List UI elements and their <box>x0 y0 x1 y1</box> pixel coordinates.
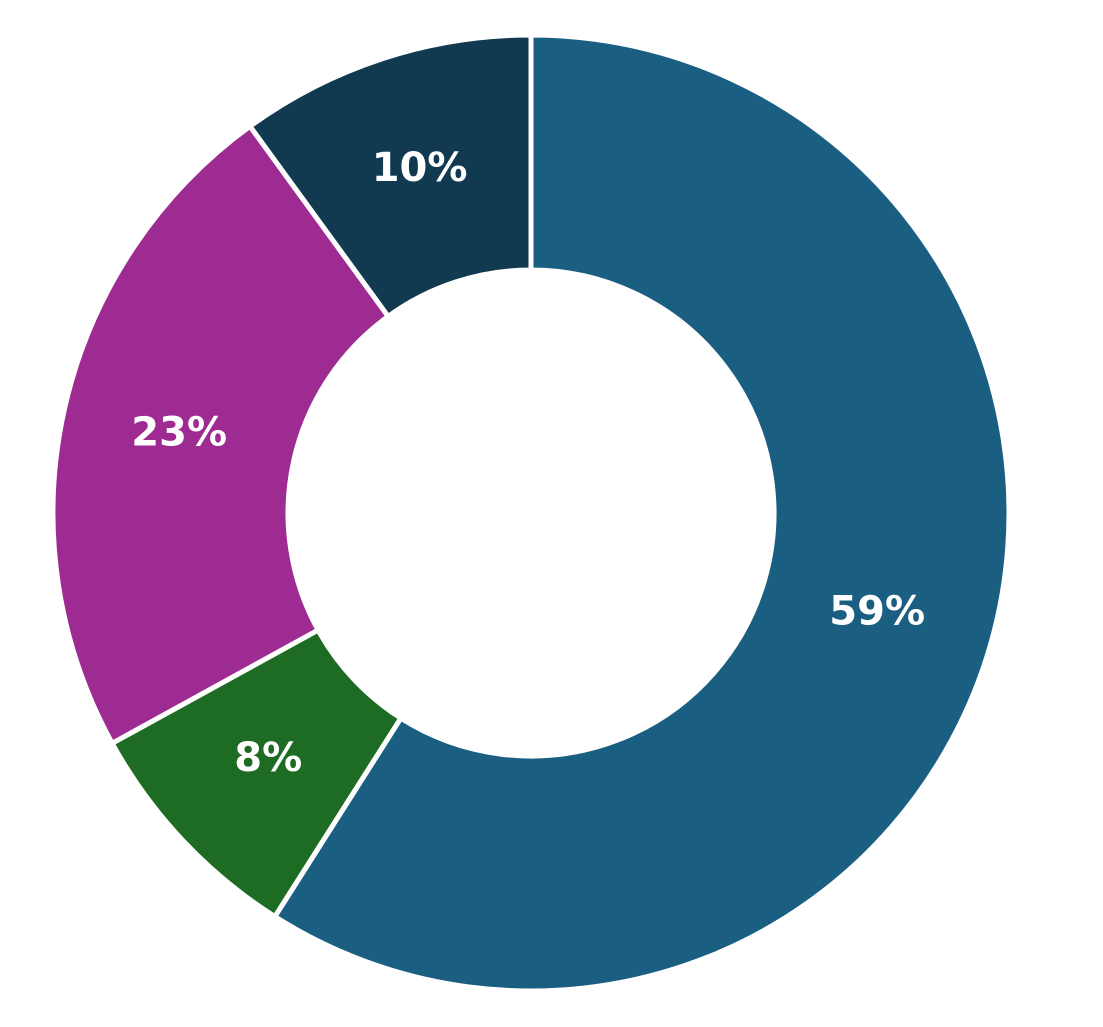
donut-slice <box>246 32 534 320</box>
donut-slice <box>271 32 1012 994</box>
value-label: 10% <box>372 145 468 191</box>
value-label: 23% <box>131 409 227 455</box>
value-label: 59% <box>829 589 925 635</box>
donut-slice <box>50 122 392 747</box>
value-label: 8% <box>234 735 302 781</box>
